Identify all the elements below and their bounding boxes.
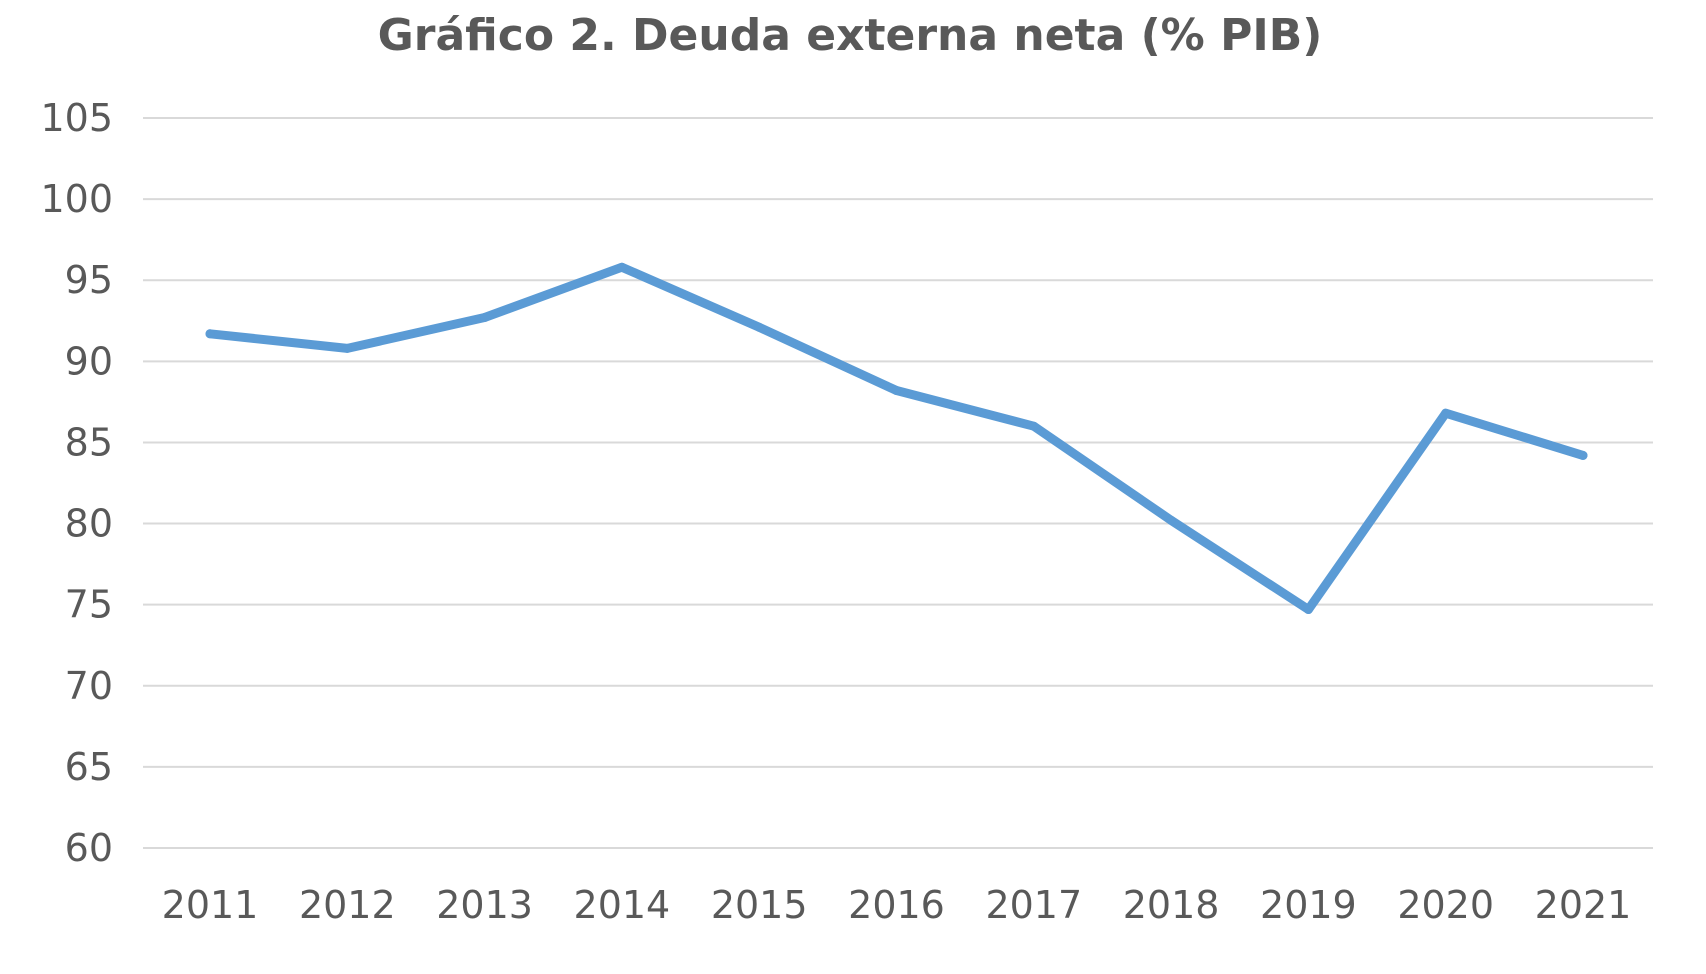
- y-tick-label: 85: [65, 420, 113, 464]
- series-line-0: [205, 262, 1588, 614]
- data-point-2011: [205, 329, 215, 339]
- y-tick-label: 105: [40, 96, 113, 140]
- data-point-2020: [1441, 408, 1451, 418]
- data-point-2013: [480, 313, 490, 323]
- series-layer: [205, 262, 1588, 615]
- x-tick-label: 2019: [1260, 883, 1357, 927]
- y-tick-label: 60: [65, 826, 113, 870]
- x-tick-label: 2013: [436, 883, 533, 927]
- x-tick-label: 2015: [711, 883, 808, 927]
- y-tick-label: 70: [65, 664, 113, 708]
- data-point-2012: [342, 343, 352, 353]
- chart-title: Gráfico 2. Deuda externa neta (% PIB): [378, 10, 1323, 61]
- y-tick-label: 80: [65, 502, 113, 546]
- y-tick-label: 90: [65, 339, 113, 383]
- data-point-2021: [1578, 450, 1588, 460]
- x-axis-tick-labels: 2011 2012 2013 2014 2015 2016 2017 2018 2019 2020…: [162, 883, 1632, 927]
- y-tick-label: 75: [65, 583, 113, 627]
- y-tick-label: 95: [65, 258, 113, 302]
- x-tick-label: 2014: [574, 883, 671, 927]
- y-tick-label: 100: [40, 177, 113, 221]
- data-point-2017: [1029, 421, 1039, 431]
- x-tick-label: 2021: [1535, 883, 1632, 927]
- x-tick-label: 2020: [1397, 883, 1494, 927]
- x-tick-label: 2011: [162, 883, 259, 927]
- y-axis-tick-labels: 105 100 95 90 85 80 75 70 65 60: [40, 96, 113, 870]
- y-tick-label: 65: [65, 745, 113, 789]
- data-point-2016: [892, 386, 901, 396]
- data-point-2018: [1166, 515, 1176, 525]
- x-tick-label: 2012: [299, 883, 396, 927]
- data-point-2015: [754, 322, 764, 332]
- data-point-2019: [1303, 605, 1313, 615]
- x-tick-label: 2018: [1123, 883, 1220, 927]
- x-tick-label: 2017: [985, 883, 1082, 927]
- x-tick-label: 2016: [848, 883, 945, 927]
- gridlines: [143, 117, 1653, 849]
- data-point-2014: [617, 262, 627, 272]
